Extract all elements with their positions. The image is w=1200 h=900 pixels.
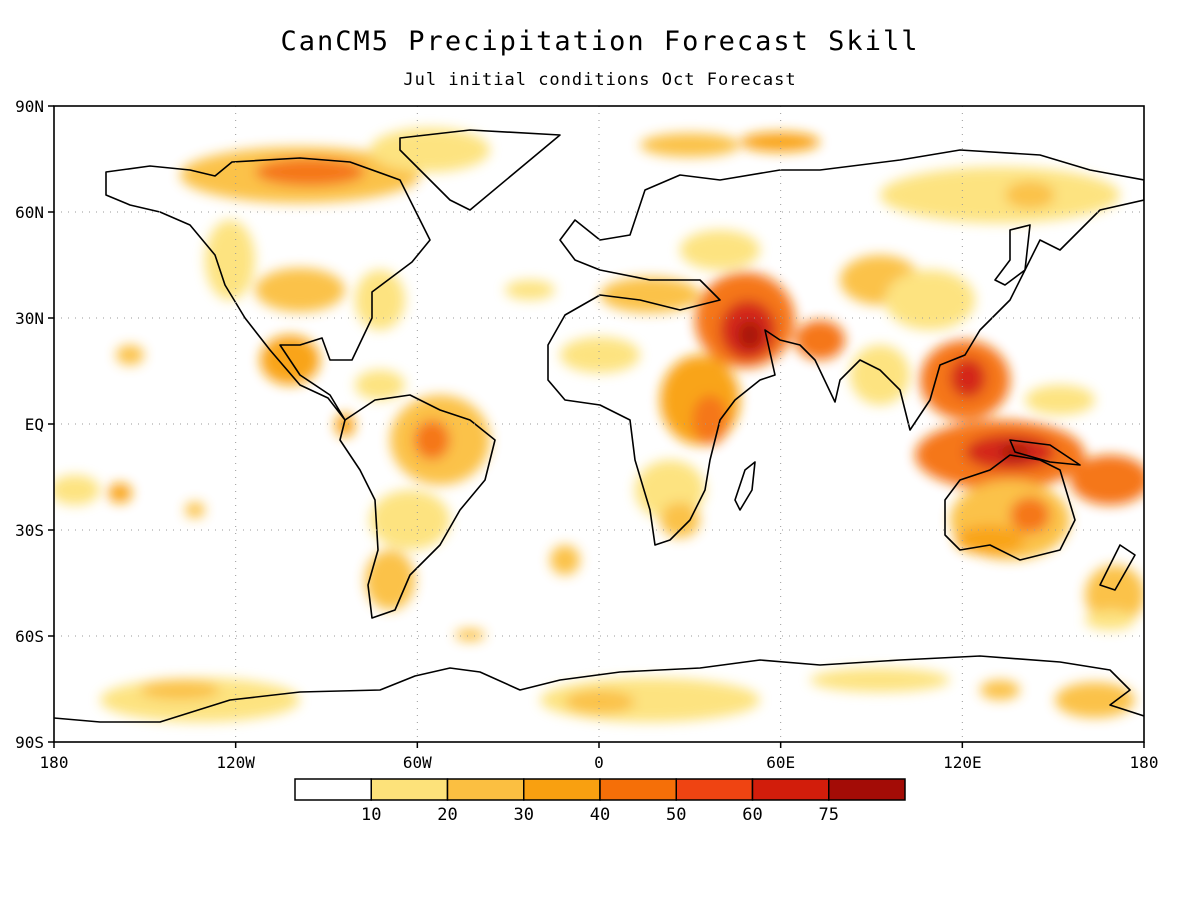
colorbar-swatch bbox=[599, 778, 677, 801]
lon-tick-label: 120W bbox=[216, 753, 255, 772]
coastline-greenland bbox=[399, 129, 561, 211]
colorbar-swatch bbox=[370, 778, 449, 801]
map-title: CanCM5 Precipitation Forecast Skill bbox=[280, 26, 920, 57]
lat-tick-label: 60N bbox=[15, 203, 44, 222]
colorbar-tick-label: 60 bbox=[742, 805, 762, 825]
colorbar-swatch bbox=[523, 778, 601, 801]
lon-tick-label: 60E bbox=[766, 753, 795, 772]
lon-tick-label: 60W bbox=[403, 753, 432, 772]
coastline-eurasia-africa bbox=[547, 149, 1144, 546]
map-subtitle: Jul initial conditions Oct Forecast bbox=[403, 70, 797, 90]
colorbar-tick-label: 10 bbox=[361, 805, 381, 825]
colorbar-tick-label: 40 bbox=[590, 805, 610, 825]
lat-tick-label: 30S bbox=[15, 521, 44, 540]
coastline-south-america bbox=[339, 394, 496, 619]
colorbar-swatch bbox=[675, 778, 754, 801]
colorbar-swatch bbox=[751, 778, 830, 801]
coastline-new-guinea bbox=[1009, 439, 1081, 466]
lat-tick-label: 90S bbox=[15, 733, 44, 752]
lon-tick-label: 180 bbox=[40, 753, 69, 772]
lat-tick-label: EQ bbox=[25, 415, 44, 434]
lon-tick-label: 180 bbox=[1130, 753, 1159, 772]
longitude-axis: 180 120W 60W 0 60E 120E 180 bbox=[40, 742, 1159, 772]
coastlines bbox=[54, 129, 1144, 723]
colorbar-tick-label: 20 bbox=[437, 805, 457, 825]
colorbar-tick-label: 75 bbox=[819, 805, 839, 825]
lat-tick-label: 60S bbox=[15, 627, 44, 646]
colorbar-swatch bbox=[446, 778, 525, 801]
colorbar-tick-label: 50 bbox=[666, 805, 686, 825]
lat-tick-label: 90N bbox=[15, 97, 44, 116]
coastline-antarctica bbox=[54, 655, 1144, 723]
skill-shading bbox=[54, 128, 1144, 722]
graticule bbox=[54, 106, 1144, 742]
map-plot-area bbox=[53, 105, 1145, 743]
colorbar-tick-label: 30 bbox=[514, 805, 534, 825]
coastline-japan bbox=[994, 224, 1031, 286]
lon-tick-label: 120E bbox=[943, 753, 982, 772]
coastline-new-zealand bbox=[1099, 544, 1136, 591]
latitude-axis: 90N 60N 30N EQ 30S 60S 90S bbox=[15, 97, 54, 752]
coastline-north-america bbox=[105, 157, 431, 421]
colorbar-legend: 10 20 30 40 50 60 75 bbox=[294, 778, 906, 825]
lat-tick-label: 30N bbox=[15, 309, 44, 328]
lon-tick-label: 0 bbox=[594, 753, 604, 772]
colorbar-swatch bbox=[294, 778, 372, 801]
coastline-madagascar bbox=[734, 461, 756, 511]
coastline-australia bbox=[944, 454, 1076, 561]
colorbar-swatch bbox=[828, 778, 906, 801]
